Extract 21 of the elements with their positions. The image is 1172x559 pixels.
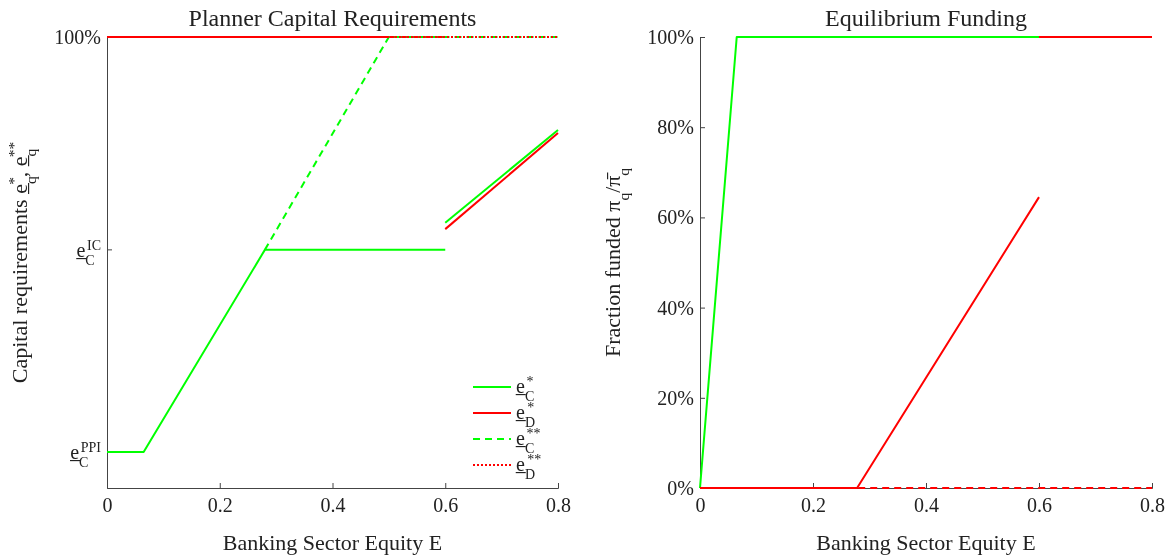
y-tick-label: 40%	[657, 296, 694, 319]
chart-title: Equilibrium Funding	[824, 5, 1028, 31]
x-tick-label: 0.6	[433, 494, 459, 517]
y-tick-label: 0%	[667, 476, 694, 499]
x-tick-label: 0.4	[914, 494, 939, 517]
x-tick-label: 0.6	[1027, 494, 1052, 517]
y-tick-label: 60%	[657, 206, 694, 229]
chart-title: Planner Capital Requirements	[188, 5, 477, 31]
x-tick-label: 0.2	[801, 494, 826, 517]
y-tick-label: 100%	[647, 25, 694, 48]
text: 100%	[54, 26, 101, 48]
y-tick-label: 20%	[657, 386, 694, 409]
x-tick-label: 0.8	[546, 494, 571, 517]
y-tick-label: 80%	[657, 116, 694, 139]
x-tick-label: 0.8	[1140, 494, 1165, 517]
x-tick-label: 0.4	[320, 494, 346, 517]
x-tick-label: 0	[102, 494, 113, 517]
x-tick-label: 0.2	[207, 494, 233, 517]
x-tick-label: 0	[695, 494, 706, 517]
x-axis-title: Banking Sector Equity E	[222, 530, 443, 555]
x-axis-title: Banking Sector Equity E	[816, 530, 1036, 555]
